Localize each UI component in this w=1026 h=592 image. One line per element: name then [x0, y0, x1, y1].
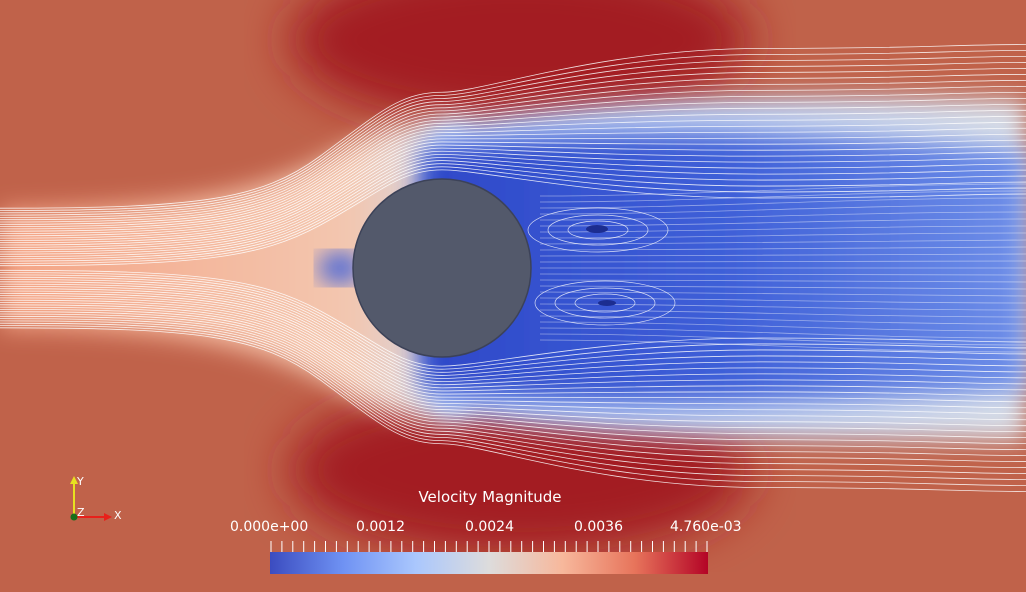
streamlines — [0, 44, 1026, 492]
color-legend-bar — [270, 541, 708, 574]
wake-streamline — [539, 315, 1026, 325]
wake-streamline — [539, 327, 1026, 339]
streamline — [0, 274, 1026, 373]
streamline — [0, 109, 1026, 234]
y-axis-arrow — [70, 476, 78, 484]
streamline — [0, 50, 1026, 211]
wake-streamline — [539, 253, 1026, 257]
streamline — [0, 115, 1026, 237]
recirculation-eddies — [527, 207, 676, 326]
streamline — [0, 281, 1026, 383]
streamline — [0, 62, 1026, 216]
wake-region — [420, 134, 1026, 402]
stagnation-zone — [318, 252, 362, 284]
acceleration-zone-top — [290, 0, 750, 125]
streamline — [0, 68, 1026, 218]
streamline — [0, 153, 1026, 255]
streamline — [0, 169, 1026, 267]
legend-tick-max: 4.760e-03 — [670, 519, 742, 535]
legend-title: Velocity Magnitude — [418, 488, 562, 506]
streamline — [0, 144, 1026, 248]
streamline — [0, 304, 1026, 433]
colorbar-gradient — [270, 552, 708, 574]
wake-streamline — [539, 273, 1026, 276]
streamline — [0, 327, 1026, 492]
legend-tick-1: 0.0012 — [356, 519, 405, 535]
streamline — [0, 313, 1026, 456]
streamline — [0, 163, 1026, 262]
wake-streamline — [539, 190, 1026, 203]
legend-tick-min: 0.000e+00 — [230, 519, 309, 535]
wake-streamline — [539, 285, 1026, 290]
streamline — [0, 309, 1026, 445]
wake-streamline — [539, 197, 1026, 209]
streamline — [0, 44, 1026, 209]
y-axis-label: Y — [76, 475, 84, 488]
colorbar-ticks — [270, 541, 708, 552]
wake-streamline — [539, 309, 1026, 318]
streamline — [0, 299, 1026, 421]
streamline — [0, 302, 1026, 427]
wake-streamline — [539, 297, 1026, 304]
streamline — [0, 157, 1026, 257]
orientation-axes: Y X Z — [70, 475, 122, 522]
streamline — [0, 325, 1026, 486]
cylinder-obstacle — [352, 178, 532, 358]
wake-streamline — [539, 339, 1026, 353]
legend-tick-3: 0.0036 — [574, 519, 623, 535]
streamline — [0, 276, 1026, 376]
streamline — [0, 288, 1026, 392]
streamline — [0, 147, 1026, 250]
wake-streamline — [539, 204, 1026, 215]
streamline — [0, 279, 1026, 379]
wake-streamline — [539, 333, 1026, 346]
wake-streamline — [539, 279, 1026, 283]
streamline — [0, 283, 1026, 386]
wake-streamline — [539, 232, 1026, 239]
streamline — [0, 166, 1026, 264]
streamline — [0, 150, 1026, 253]
streamline — [0, 74, 1026, 221]
streamline — [0, 97, 1026, 230]
eddy-core-top — [586, 225, 608, 233]
streamline — [0, 315, 1026, 462]
streamline — [0, 133, 1026, 244]
streamline — [0, 85, 1026, 225]
wake-streamline — [539, 260, 1026, 263]
wake-streamline — [539, 225, 1026, 233]
streamline — [0, 56, 1026, 214]
streamline — [0, 160, 1026, 260]
streamline — [0, 322, 1026, 480]
wake-streamline — [539, 246, 1026, 251]
streamline — [0, 121, 1026, 239]
wake-streamline — [539, 321, 1026, 332]
eddy-core-bottom — [598, 300, 616, 306]
streamline — [0, 127, 1026, 241]
streamline — [0, 295, 1026, 409]
streamline — [0, 311, 1026, 451]
streamline — [0, 103, 1026, 232]
streamline — [0, 318, 1026, 468]
streamline — [0, 306, 1026, 439]
legend-tick-2: 0.0024 — [465, 519, 514, 535]
streamline — [0, 290, 1026, 397]
streamline — [0, 297, 1026, 415]
streamline — [0, 272, 1026, 370]
streamline — [0, 139, 1026, 246]
streamline — [0, 292, 1026, 403]
x-axis-arrow — [104, 513, 112, 521]
wake-streamline — [539, 211, 1026, 221]
streamline — [0, 80, 1026, 223]
streamline — [0, 91, 1026, 227]
wake-streamline — [539, 218, 1026, 227]
z-axis-dot — [70, 513, 78, 521]
x-axis-label: X — [114, 509, 122, 522]
z-axis-label: Z — [77, 506, 85, 519]
wake-streamline — [539, 183, 1026, 197]
streamline — [0, 286, 1026, 389]
streamline — [0, 269, 1026, 367]
streamline — [0, 320, 1026, 474]
